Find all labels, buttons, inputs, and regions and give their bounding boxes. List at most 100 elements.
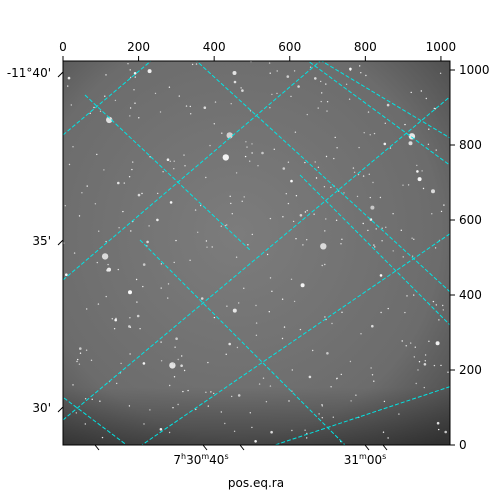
- star: [317, 166, 320, 168]
- star: [273, 148, 275, 150]
- star: [320, 243, 327, 250]
- star: [211, 246, 213, 248]
- star: [254, 440, 257, 443]
- star: [177, 403, 179, 406]
- star: [324, 263, 326, 266]
- star: [299, 214, 303, 217]
- star: [141, 192, 143, 195]
- right-tick-label-2: 400: [459, 288, 482, 302]
- star: [295, 238, 297, 240]
- star: [244, 155, 247, 158]
- star: [114, 99, 117, 102]
- star: [325, 155, 328, 158]
- star: [383, 142, 387, 146]
- star: [255, 304, 257, 307]
- right-tick-label-3: 600: [459, 213, 482, 227]
- star: [238, 302, 240, 304]
- star: [333, 157, 335, 160]
- star: [282, 167, 286, 170]
- star: [422, 187, 425, 190]
- dec-tick-label-2: 30': [32, 401, 51, 415]
- star: [401, 340, 403, 342]
- star: [64, 205, 67, 207]
- top-pixel-axis: 0 200 400 600 800 1000: [59, 40, 456, 61]
- ra-tick-label-0: 7h30m40s: [173, 452, 228, 467]
- star: [428, 128, 430, 130]
- ra-world-tick-2: [239, 444, 245, 451]
- star: [128, 405, 131, 407]
- star: [315, 177, 318, 179]
- star: [413, 356, 415, 358]
- star: [235, 172, 238, 174]
- grid-line-10: [299, 174, 450, 326]
- star: [299, 328, 302, 331]
- star: [306, 113, 308, 116]
- star: [356, 195, 359, 198]
- star: [341, 238, 343, 240]
- star: [101, 436, 104, 439]
- star: [336, 147, 338, 149]
- star: [210, 391, 212, 393]
- star: [428, 340, 430, 342]
- star: [365, 74, 367, 77]
- star: [373, 244, 375, 246]
- star: [128, 176, 131, 178]
- star: [434, 247, 437, 249]
- star: [334, 136, 336, 139]
- star: [251, 143, 253, 145]
- star: [266, 253, 269, 256]
- x-axis-title: pos.eq.ra: [228, 476, 284, 490]
- star: [379, 196, 382, 199]
- star: [435, 341, 440, 346]
- star: [159, 428, 163, 431]
- star: [417, 177, 422, 182]
- star: [73, 252, 76, 254]
- star: [417, 369, 419, 371]
- star: [321, 417, 323, 419]
- dec-world-tick-0: [57, 71, 64, 78]
- star: [331, 322, 333, 325]
- star: [410, 342, 412, 344]
- star: [246, 146, 248, 148]
- star: [392, 213, 394, 215]
- star: [421, 170, 423, 172]
- star: [139, 328, 141, 330]
- star: [183, 154, 185, 156]
- star: [367, 229, 369, 232]
- star: [438, 428, 440, 431]
- grid-line-5: [195, 61, 450, 293]
- star: [129, 326, 132, 328]
- star: [194, 209, 197, 211]
- star: [324, 230, 326, 232]
- star: [287, 161, 290, 163]
- star: [231, 395, 233, 398]
- star: [321, 92, 323, 94]
- star: [387, 437, 389, 439]
- star: [283, 326, 286, 328]
- star: [268, 62, 271, 64]
- star: [182, 390, 184, 393]
- star: [131, 168, 133, 171]
- star: [370, 205, 375, 210]
- star: [67, 76, 71, 80]
- right-tick-label-0: 0: [459, 438, 467, 452]
- star: [118, 227, 120, 229]
- star: [350, 400, 352, 402]
- star: [357, 173, 360, 176]
- star: [229, 195, 231, 197]
- star: [230, 202, 232, 205]
- star: [129, 76, 132, 79]
- right-pixel-axis: 0 200 400 600 800 1000: [450, 63, 490, 452]
- star: [162, 171, 164, 173]
- star: [78, 363, 81, 365]
- star: [323, 186, 326, 188]
- star: [379, 274, 383, 277]
- star: [226, 224, 228, 226]
- star: [207, 361, 209, 364]
- star: [425, 97, 427, 100]
- star: [143, 423, 145, 425]
- star: [286, 75, 290, 78]
- star: [424, 360, 426, 362]
- star: [349, 360, 352, 363]
